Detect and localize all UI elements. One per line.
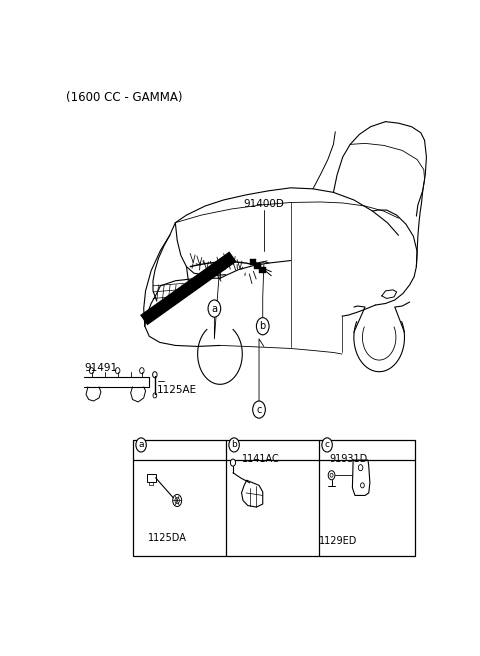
- Circle shape: [153, 372, 157, 378]
- Text: 1129ED: 1129ED: [319, 536, 358, 546]
- Circle shape: [252, 401, 265, 418]
- Text: 91491: 91491: [84, 363, 117, 373]
- Circle shape: [136, 438, 146, 452]
- Text: c: c: [324, 440, 330, 449]
- Circle shape: [173, 495, 181, 506]
- Circle shape: [328, 471, 335, 480]
- Bar: [250, 258, 256, 264]
- Text: c: c: [256, 405, 262, 415]
- Circle shape: [230, 459, 236, 466]
- Circle shape: [208, 300, 221, 317]
- Bar: [147, 474, 156, 482]
- Circle shape: [322, 438, 332, 452]
- Circle shape: [229, 438, 240, 452]
- Bar: [254, 262, 261, 269]
- Text: b: b: [231, 440, 237, 449]
- Text: (1600 CC - GAMMA): (1600 CC - GAMMA): [66, 91, 182, 104]
- Text: a: a: [138, 440, 144, 449]
- Bar: [132, 440, 415, 556]
- Text: 1125DA: 1125DA: [148, 533, 187, 543]
- Text: 91400D: 91400D: [243, 199, 284, 209]
- Circle shape: [256, 318, 269, 335]
- Text: 1141AC: 1141AC: [242, 453, 280, 464]
- Text: b: b: [260, 321, 266, 331]
- Bar: [259, 266, 266, 273]
- Bar: [149, 482, 154, 485]
- Text: a: a: [211, 304, 217, 314]
- Text: 91931D: 91931D: [330, 453, 368, 464]
- Text: 1125AE: 1125AE: [156, 385, 197, 396]
